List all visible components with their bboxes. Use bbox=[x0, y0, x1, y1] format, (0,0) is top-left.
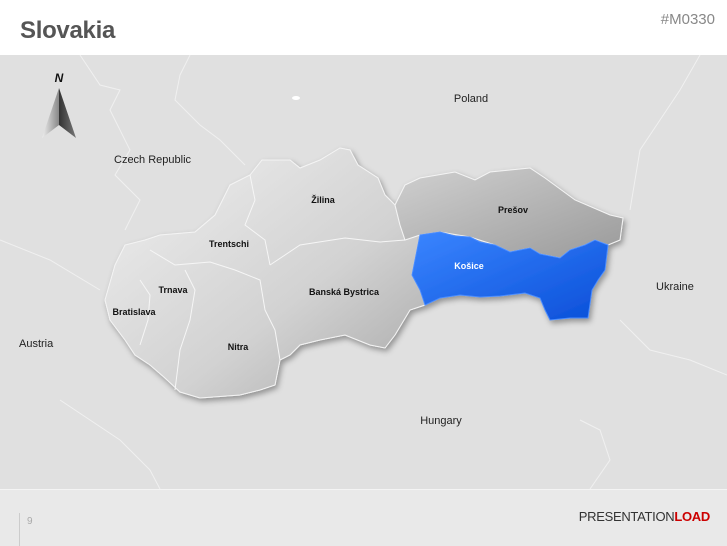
label-nitra: Nitra bbox=[228, 342, 249, 352]
brand-part-b: LOAD bbox=[674, 509, 710, 524]
brand-part-a: PRESENTATION bbox=[578, 509, 675, 524]
compass: N bbox=[42, 71, 76, 138]
slovakia-map: N Poland Czech Republic Austria Hungary … bbox=[0, 54, 727, 490]
label-hungary: Hungary bbox=[420, 415, 462, 427]
label-trentschi: Trentschi bbox=[209, 239, 249, 249]
page-number: 9 bbox=[27, 516, 33, 527]
compass-label: N bbox=[55, 71, 64, 85]
label-banska-bystrica: Banská Bystrica bbox=[309, 287, 380, 297]
region-borders bbox=[139, 174, 406, 391]
label-presov: Prešov bbox=[498, 205, 528, 215]
label-kosice: Košice bbox=[454, 261, 484, 271]
label-czech: Czech Republic bbox=[114, 154, 192, 166]
label-ukraine: Ukraine bbox=[656, 281, 694, 293]
label-poland: Poland bbox=[454, 93, 488, 105]
country-labels: Poland Czech Republic Austria Hungary Uk… bbox=[19, 93, 694, 427]
label-bratislava: Bratislava bbox=[112, 307, 156, 317]
header: Slovakia #M0330 bbox=[0, 0, 727, 55]
label-austria: Austria bbox=[19, 338, 54, 350]
region-labels: Žilina Prešov Trentschi Košice Trnava Br… bbox=[112, 194, 528, 352]
divider bbox=[19, 513, 20, 546]
neighbour-borders bbox=[0, 54, 727, 490]
label-trnava: Trnava bbox=[158, 285, 188, 295]
page-title: Slovakia bbox=[20, 17, 115, 44]
slide-code: #M0330 bbox=[660, 11, 715, 28]
map-area: N Poland Czech Republic Austria Hungary … bbox=[0, 54, 727, 490]
footer: 9 PRESENTATIONLOAD bbox=[0, 489, 727, 546]
brand-logo: PRESENTATIONLOAD bbox=[578, 509, 711, 524]
region-kosice[interactable] bbox=[411, 231, 609, 321]
region-west-block[interactable] bbox=[104, 147, 426, 399]
north-arrow-icon bbox=[42, 88, 76, 138]
lake-marker bbox=[292, 96, 300, 100]
label-zilina: Žilina bbox=[311, 194, 335, 205]
